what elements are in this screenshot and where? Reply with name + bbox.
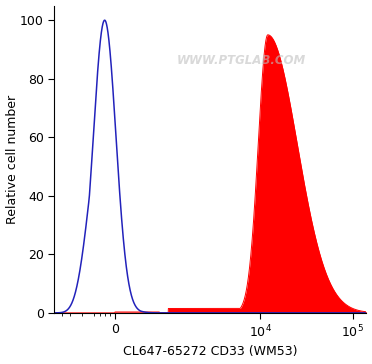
- X-axis label: CL647-65272 CD33 (WM53): CL647-65272 CD33 (WM53): [123, 345, 298, 359]
- Text: WWW.PTGLAB.COM: WWW.PTGLAB.COM: [177, 54, 306, 67]
- Y-axis label: Relative cell number: Relative cell number: [6, 95, 19, 224]
